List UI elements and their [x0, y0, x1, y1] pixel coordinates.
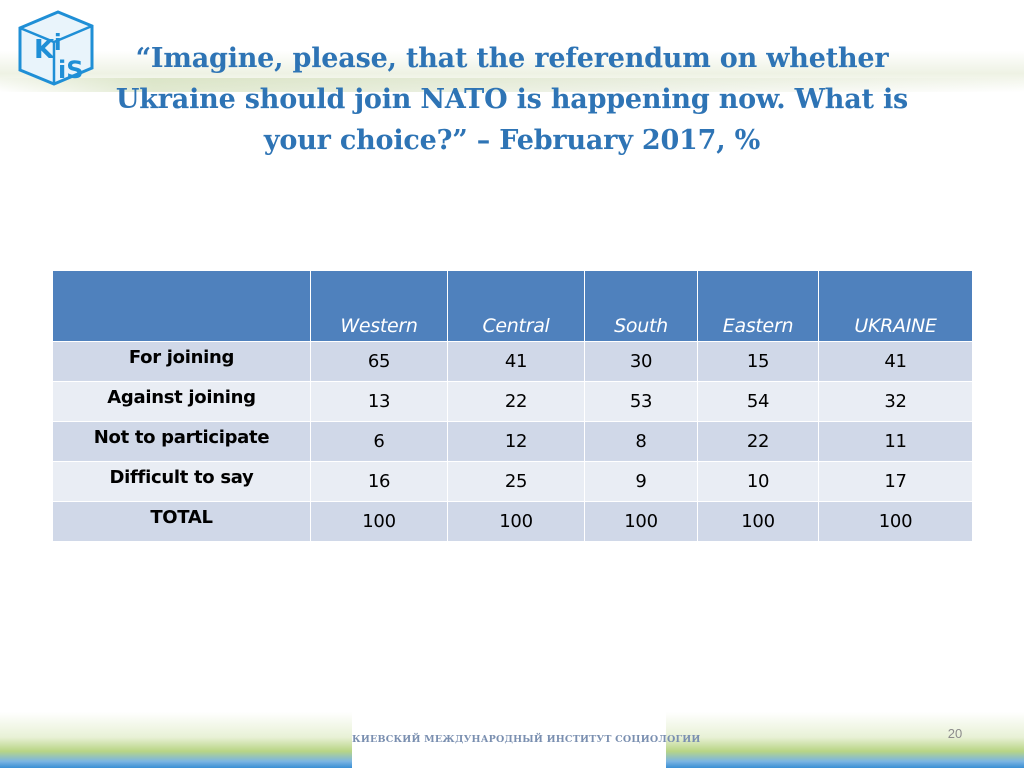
row-label: TOTAL	[52, 501, 311, 542]
table-row-total: TOTAL 100 100 100 100 100	[52, 501, 973, 542]
table-row: Difficult to say 16 25 9 10 17	[52, 461, 973, 502]
footer-institute-name: КИЕВСКИЙ МЕЖДУНАРОДНЫЙ ИНСТИТУТ СОЦИОЛОГ…	[352, 734, 701, 745]
row-label: Difficult to say	[52, 461, 311, 502]
table-cell: 100	[447, 501, 585, 542]
table-cell: 100	[584, 501, 698, 542]
svg-text:K: K	[34, 35, 55, 65]
column-header-western: Western	[310, 270, 448, 342]
slide-title: “Imagine, please, that the referendum on…	[96, 38, 928, 161]
table-cell: 65	[310, 341, 448, 382]
table-cell: 53	[584, 381, 698, 422]
top-decorative-stripe	[0, 78, 1024, 92]
column-header-eastern: Eastern	[697, 270, 819, 342]
column-header-ukraine: UKRAINE	[818, 270, 973, 342]
table-cell: 41	[818, 341, 973, 382]
table-cell: 12	[447, 421, 585, 462]
table-cell: 22	[447, 381, 585, 422]
results-table: Western Central South Eastern UKRAINE Fo…	[52, 270, 973, 542]
row-label: For joining	[52, 341, 311, 382]
table-cell: 8	[584, 421, 698, 462]
row-label: Not to participate	[52, 421, 311, 462]
title-line: “Imagine, please, that the referendum on…	[135, 43, 889, 74]
table-cell: 13	[310, 381, 448, 422]
footer-center-panel	[352, 722, 666, 768]
table-cell: 100	[818, 501, 973, 542]
page-number: 20	[947, 726, 963, 741]
table-row: For joining 65 41 30 15 41	[52, 341, 973, 382]
title-line: your choice?” – February 2017, %	[263, 125, 761, 156]
table-cell: 11	[818, 421, 973, 462]
table-row: Against joining 13 22 53 54 32	[52, 381, 973, 422]
table-cell: 100	[310, 501, 448, 542]
table-cell: 16	[310, 461, 448, 502]
table-cell: 10	[697, 461, 819, 502]
svg-text:iS: iS	[58, 56, 84, 84]
footer-decoration-left	[0, 712, 352, 768]
top-decorative-band	[0, 0, 1024, 92]
results-table-container: Western Central South Eastern UKRAINE Fo…	[52, 270, 973, 542]
table-cell: 15	[697, 341, 819, 382]
column-header-south: South	[584, 270, 698, 342]
column-header-empty	[52, 270, 311, 342]
kiis-logo: K i iS	[18, 10, 94, 86]
table-cell: 41	[447, 341, 585, 382]
table-cell: 17	[818, 461, 973, 502]
footer-decoration-right	[666, 712, 1024, 768]
table-cell: 30	[584, 341, 698, 382]
table-header-row: Western Central South Eastern UKRAINE	[52, 270, 973, 342]
table-cell: 32	[818, 381, 973, 422]
table-cell: 9	[584, 461, 698, 502]
svg-text:i: i	[54, 31, 62, 56]
title-line: Ukraine should join NATO is happening no…	[115, 84, 909, 115]
table-row: Not to participate 6 12 8 22 11	[52, 421, 973, 462]
table-cell: 25	[447, 461, 585, 502]
table-cell: 100	[697, 501, 819, 542]
table-cell: 6	[310, 421, 448, 462]
column-header-central: Central	[447, 270, 585, 342]
table-cell: 22	[697, 421, 819, 462]
table-cell: 54	[697, 381, 819, 422]
row-label: Against joining	[52, 381, 311, 422]
